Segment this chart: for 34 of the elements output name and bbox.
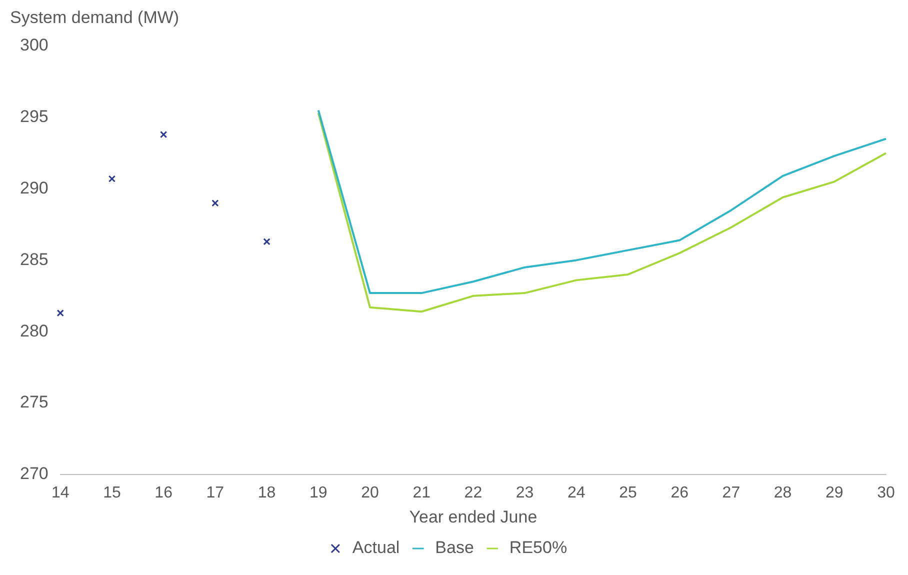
x-tick-label: 22 [464, 484, 482, 502]
point [56, 309, 64, 317]
x-tick-label: 27 [722, 484, 740, 502]
x-tick-label: 16 [154, 484, 173, 502]
x-tick-label: 19 [309, 484, 328, 502]
legend-label: RE50% [509, 538, 568, 558]
y-tick-label: 280 [20, 321, 48, 340]
legend-label: Actual [352, 538, 400, 558]
x-tick-label: 14 [51, 484, 70, 502]
x-tick-label: 21 [412, 484, 431, 502]
y-tick-label: 300 [20, 36, 48, 55]
x-tick-label: 28 [774, 484, 792, 502]
x-tick-label: 24 [567, 484, 586, 502]
x-tick-label: 29 [826, 484, 844, 502]
point [160, 130, 168, 138]
point [212, 200, 219, 207]
x-tick-label: 20 [361, 484, 379, 502]
y-tick-label: 285 [20, 250, 48, 269]
y-axis-title: System demand (MW) [10, 8, 180, 28]
x-axis-title: Year ended June [409, 507, 538, 526]
y-tick-label: 275 [20, 392, 48, 412]
x-tick-label: 23 [516, 484, 534, 502]
y-tick-label: 295 [20, 107, 48, 126]
x-tick-label: 18 [258, 484, 276, 502]
point [108, 175, 116, 182]
x-tick-label: 15 [103, 484, 121, 502]
x-tick-label: 25 [619, 484, 637, 502]
legend-label: Base [435, 538, 474, 558]
x-tick-label: 30 [877, 484, 895, 502]
x-tick-label: 17 [206, 484, 224, 502]
y-tick-label: 290 [20, 178, 48, 198]
x-tick-label: 26 [670, 484, 689, 502]
y-tick-label: 270 [20, 464, 48, 484]
point [263, 238, 270, 246]
